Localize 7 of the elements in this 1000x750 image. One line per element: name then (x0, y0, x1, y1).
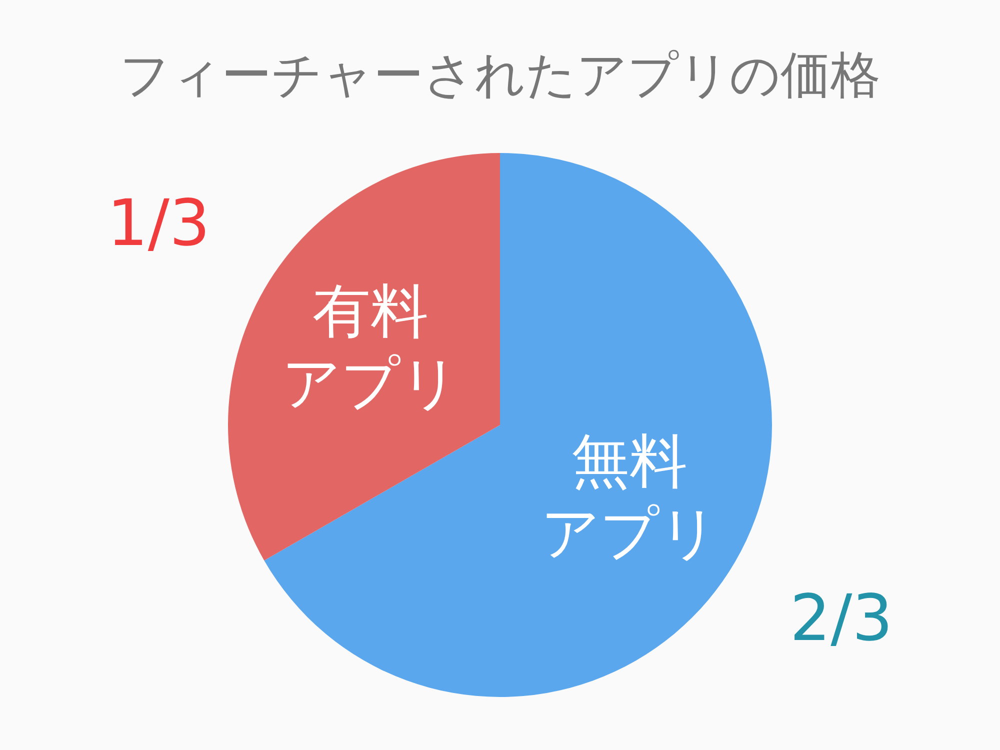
data-label: 2/3 (790, 582, 893, 656)
slice-label: 無料アプリ (540, 426, 718, 567)
pie-slice (228, 153, 500, 561)
pie-slice (264, 153, 772, 697)
chart-title: フィーチャーされたアプリの価格 (120, 46, 880, 104)
data-label: 1/3 (107, 186, 210, 261)
slice-label: 有料アプリ (282, 276, 460, 417)
